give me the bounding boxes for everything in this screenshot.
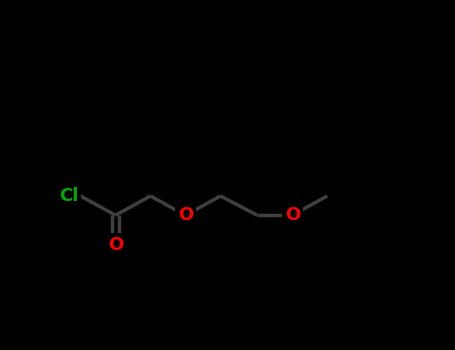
Text: O: O	[108, 236, 123, 254]
Text: O: O	[285, 206, 300, 224]
Text: O: O	[178, 206, 193, 224]
Text: Cl: Cl	[59, 187, 79, 205]
